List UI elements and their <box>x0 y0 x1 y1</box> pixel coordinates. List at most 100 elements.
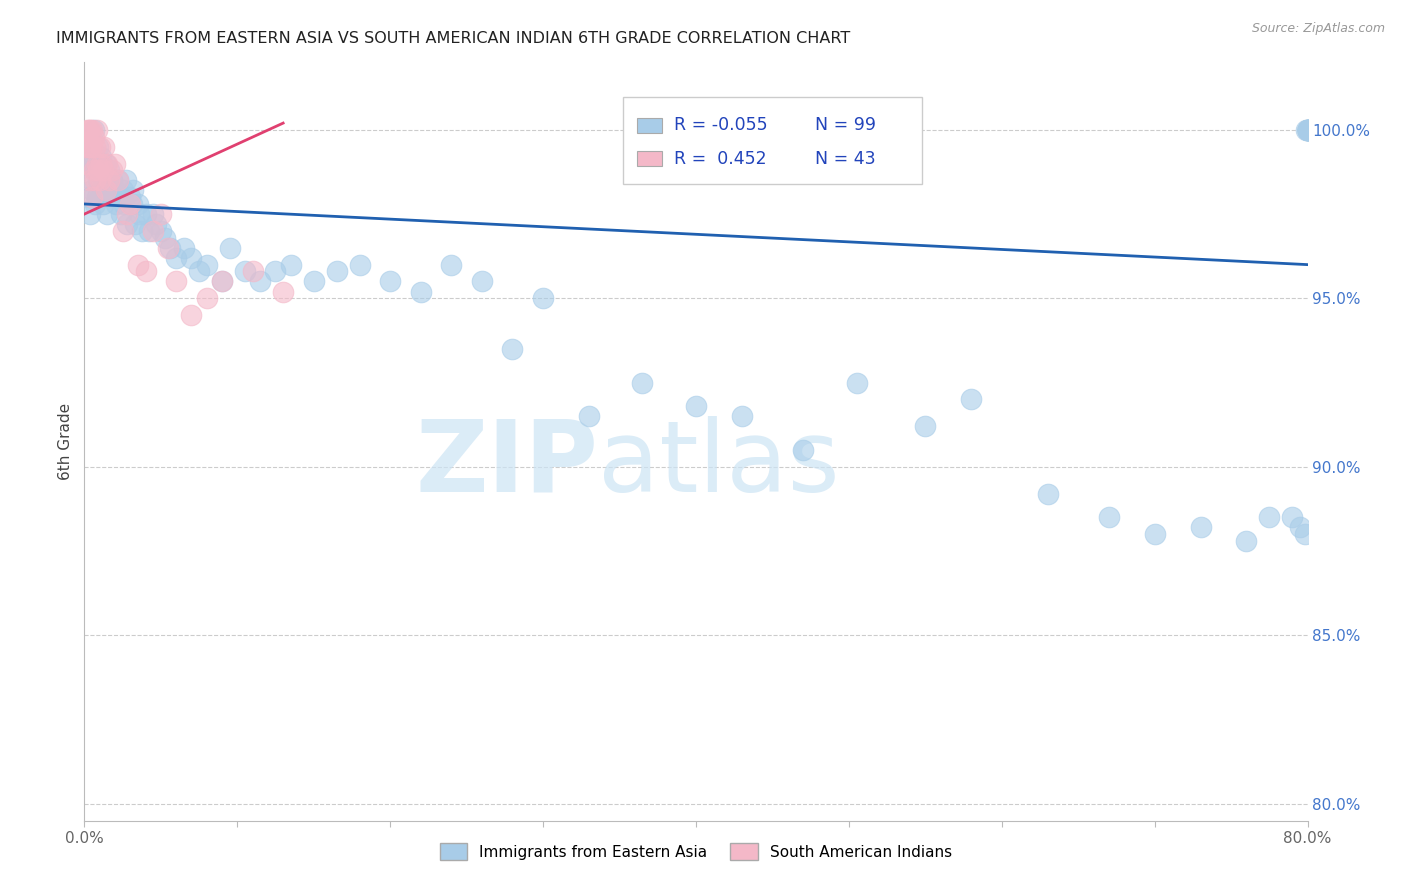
Point <box>89 173 111 187</box>
Point <box>440 258 463 272</box>
Point <box>1296 123 1319 137</box>
Point <box>531 291 554 305</box>
Point <box>145 217 167 231</box>
Point <box>115 207 138 221</box>
Point <box>79 139 101 153</box>
Legend: Immigrants from Eastern Asia, South American Indians: Immigrants from Eastern Asia, South Amer… <box>433 838 959 866</box>
Point <box>325 264 347 278</box>
Point <box>89 139 111 153</box>
Point <box>280 258 302 272</box>
Point <box>1236 533 1258 548</box>
Point <box>79 123 101 137</box>
Point <box>211 275 233 289</box>
Point <box>1098 510 1121 524</box>
Point <box>94 156 117 170</box>
Point <box>1295 123 1317 137</box>
Point <box>121 197 143 211</box>
Point <box>409 285 432 299</box>
Point <box>131 224 153 238</box>
Point <box>101 163 124 178</box>
FancyBboxPatch shape <box>637 151 662 166</box>
Point <box>914 419 936 434</box>
Point <box>1296 123 1319 137</box>
Point <box>1296 123 1319 137</box>
Point <box>122 184 145 198</box>
Point <box>249 275 271 289</box>
Point <box>792 442 814 457</box>
Point <box>111 184 134 198</box>
Point <box>76 156 98 170</box>
Point <box>138 224 160 238</box>
Point <box>127 197 149 211</box>
Point <box>128 207 150 221</box>
Point <box>90 184 112 198</box>
Point <box>98 184 121 198</box>
Point <box>96 156 118 170</box>
Point <box>96 207 118 221</box>
Point <box>90 156 112 170</box>
Point <box>188 264 211 278</box>
Point <box>93 173 115 187</box>
Point <box>104 184 127 198</box>
Point <box>79 173 101 187</box>
Point <box>104 156 127 170</box>
Point <box>349 258 371 272</box>
Point <box>77 156 100 170</box>
Point <box>105 197 128 211</box>
Text: N = 99: N = 99 <box>814 116 876 135</box>
Point <box>96 173 118 187</box>
Point <box>80 123 103 137</box>
Point <box>149 207 172 221</box>
Point <box>211 275 233 289</box>
Text: R = -0.055: R = -0.055 <box>673 116 768 135</box>
Point <box>75 139 97 153</box>
Point <box>120 190 142 204</box>
FancyBboxPatch shape <box>637 118 662 133</box>
Point <box>1296 123 1319 137</box>
Point <box>142 207 165 221</box>
Point <box>76 173 98 187</box>
Point <box>91 163 114 178</box>
Point <box>380 275 402 289</box>
Point <box>127 258 149 272</box>
Point <box>86 156 108 170</box>
Point <box>86 156 108 170</box>
Point <box>79 207 101 221</box>
Point <box>149 224 172 238</box>
Point <box>87 139 110 153</box>
Point <box>142 224 165 238</box>
Point <box>264 264 287 278</box>
Point <box>107 173 129 187</box>
Point <box>90 150 112 164</box>
Point <box>80 150 103 164</box>
Point <box>845 376 868 390</box>
Point <box>115 217 138 231</box>
Point <box>233 264 256 278</box>
Point <box>108 190 131 204</box>
Point <box>110 207 132 221</box>
Point <box>94 184 117 198</box>
Point <box>1294 527 1316 541</box>
Point <box>1036 487 1059 501</box>
Point <box>631 376 654 390</box>
Point <box>91 163 114 178</box>
Point <box>1289 520 1312 534</box>
Point <box>960 392 983 407</box>
Point <box>83 123 105 137</box>
Point <box>1296 123 1319 137</box>
Point <box>1296 123 1319 137</box>
Point <box>302 275 325 289</box>
Point <box>195 291 218 305</box>
Point <box>80 184 103 198</box>
Point <box>97 173 120 187</box>
Point <box>84 197 107 211</box>
Point <box>165 275 187 289</box>
Point <box>1296 123 1319 137</box>
Point <box>165 251 187 265</box>
Point <box>731 409 754 424</box>
Point <box>159 241 181 255</box>
Point <box>83 129 105 144</box>
Point <box>86 123 108 137</box>
Point <box>84 163 107 178</box>
Point <box>103 190 125 204</box>
